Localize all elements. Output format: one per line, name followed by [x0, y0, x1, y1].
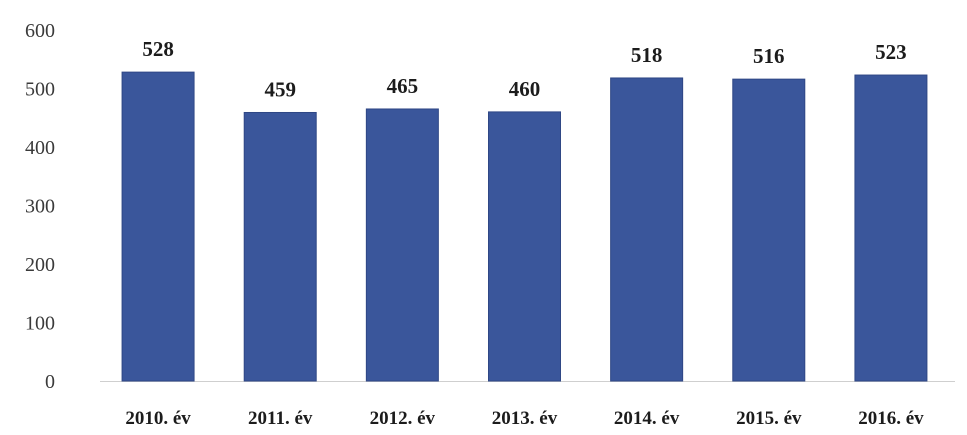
bar-2: [243, 111, 317, 382]
x-tick-label-6: 2015. év: [736, 408, 802, 429]
data-labels-group: 528 459 465 460 518 516 523: [142, 37, 906, 101]
data-label-2: 459: [264, 77, 296, 101]
y-tick-label: 0: [45, 371, 55, 393]
x-tick-label-5: 2014. év: [614, 408, 680, 429]
x-tick-label-7: 2016. év: [858, 408, 924, 429]
bar-6: [732, 78, 806, 382]
bar-1: [121, 71, 195, 382]
bar-5: [610, 77, 684, 382]
y-tick-label: 200: [25, 254, 55, 276]
x-tick-label-4: 2013. év: [492, 408, 558, 429]
bars-group: [121, 71, 928, 382]
data-label-3: 465: [387, 74, 419, 98]
data-label-7: 523: [875, 40, 907, 64]
data-label-1: 528: [142, 37, 174, 61]
y-tick-label: 600: [25, 20, 55, 42]
bar-4: [488, 111, 561, 382]
data-label-6: 516: [753, 44, 785, 68]
y-tick-label: 300: [25, 196, 55, 218]
data-label-5: 518: [631, 43, 663, 67]
bar-7: [854, 74, 928, 382]
y-tick-label: 400: [25, 137, 55, 159]
x-tick-label-3: 2012. év: [370, 408, 436, 429]
y-tick-label: 100: [25, 313, 55, 335]
y-tick-label: 500: [25, 79, 55, 101]
x-tick-label-1: 2010. év: [125, 408, 191, 429]
x-tick-label-2: 2011. év: [248, 408, 313, 429]
data-label-4: 460: [509, 77, 541, 101]
bar-3: [365, 108, 439, 382]
x-axis: 2010. év 2011. év 2012. év 2013. év 2014. év…: [125, 408, 924, 429]
y-axis: 0 100 200 300 400 500 600: [25, 20, 55, 393]
